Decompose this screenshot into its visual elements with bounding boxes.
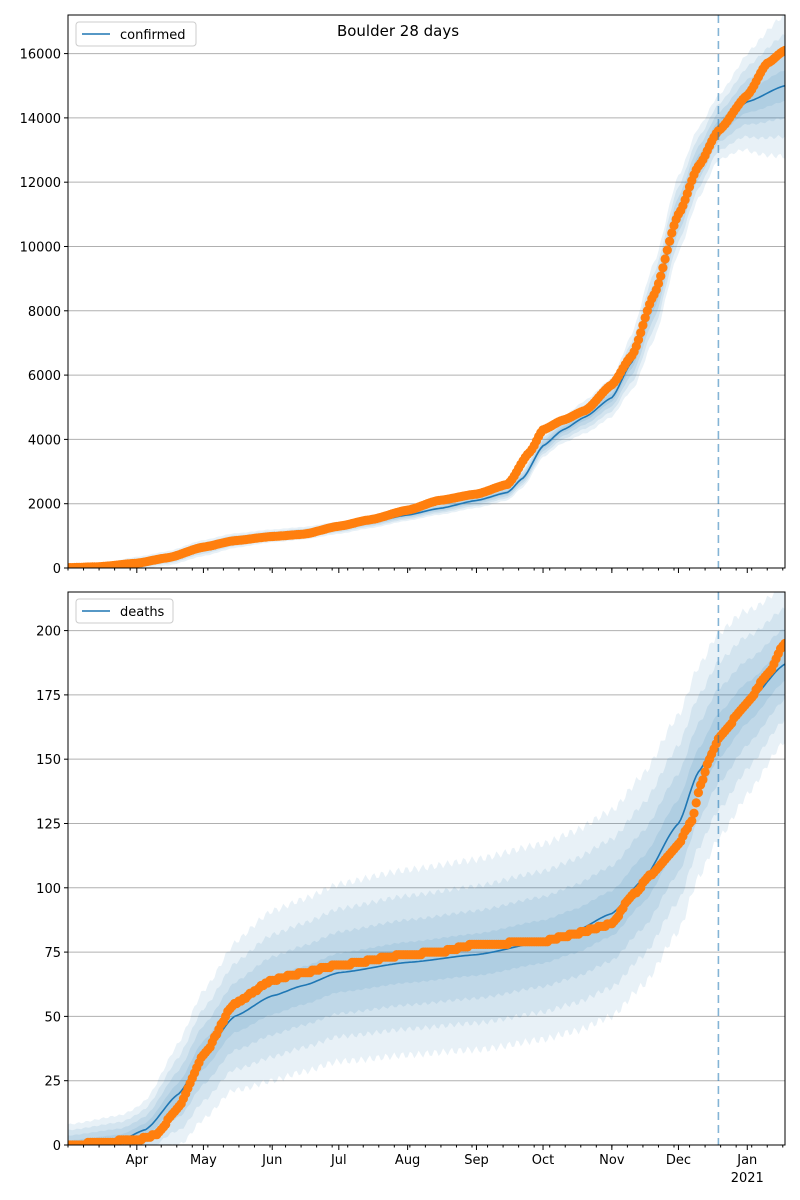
axes-frame <box>67 14 786 569</box>
observed-point <box>653 278 664 289</box>
y-tick-label: 50 <box>44 1010 61 1025</box>
y-tick-label: 175 <box>36 689 61 704</box>
y-tick-label: 0 <box>53 562 61 577</box>
deaths-panel: 0 25 50 75 100 125 150 175 200 Apr May Jun Jul Aug Sep… <box>36 591 786 1186</box>
observed-point <box>656 271 666 281</box>
observed-point <box>633 335 644 345</box>
y-tick-label: 4000 <box>28 433 61 448</box>
y-tick-label: 100 <box>36 882 61 897</box>
y-tick-label: 25 <box>44 1075 61 1090</box>
observed-point <box>665 236 675 246</box>
legend: confirmed <box>75 21 197 47</box>
observed-point <box>693 788 704 798</box>
y-tick-label: 14000 <box>20 112 61 127</box>
observed-point <box>700 767 710 777</box>
y-tick-label: 75 <box>44 946 61 961</box>
x-tick-label: Dec <box>666 1153 691 1168</box>
observed-point <box>780 45 785 55</box>
y-tick-label: 200 <box>36 625 61 640</box>
observed-point <box>687 816 697 826</box>
plot-area <box>68 15 785 568</box>
observed-point <box>658 263 668 273</box>
uncertainty-band <box>68 592 785 1145</box>
y-tick-label: 2000 <box>28 498 61 513</box>
legend: deaths <box>75 598 174 624</box>
y-tick-label: 10000 <box>20 240 61 255</box>
legend-label: deaths <box>120 605 165 620</box>
y-tick-label: 150 <box>36 753 61 768</box>
y-tick-label: 0 <box>53 1139 61 1154</box>
x-tick-label: Oct <box>532 1153 554 1168</box>
uncertainty-band <box>68 70 785 568</box>
observed-point <box>660 254 670 264</box>
observed-point <box>636 328 646 338</box>
x-tick-label: Jan <box>736 1153 757 1168</box>
y-tick-label: 6000 <box>28 369 61 384</box>
x-tick-label: Nov <box>599 1153 625 1168</box>
y-tick-label: 125 <box>36 817 61 832</box>
observed-point <box>662 245 672 255</box>
observed-point <box>640 313 650 323</box>
uncertainty-band <box>68 629 785 1145</box>
observed-point <box>689 808 699 818</box>
legend-box <box>75 21 197 47</box>
observed-point <box>638 320 648 330</box>
y-tick-label: 12000 <box>20 176 61 191</box>
observed-point <box>780 638 785 648</box>
x-tick-label: Sep <box>464 1153 489 1168</box>
x-tick-label: Jun <box>261 1153 282 1168</box>
x-tick-label: Apr <box>126 1153 149 1168</box>
uncertainty-band <box>68 34 785 568</box>
y-tick-label: 8000 <box>28 305 61 320</box>
figure-title: Boulder 28 days <box>337 22 459 40</box>
model-line <box>68 84 785 568</box>
x-year-label: 2021 <box>731 1171 764 1186</box>
observed-point <box>667 228 677 238</box>
uncertainty-band <box>68 15 785 568</box>
plot-area <box>68 592 785 1145</box>
observed-point <box>691 798 701 808</box>
x-tick-label: Aug <box>395 1153 420 1168</box>
legend-label: confirmed <box>120 28 186 43</box>
x-tick-label: May <box>190 1153 217 1168</box>
uncertainty-band <box>68 647 785 1145</box>
x-tick-label: Jul <box>330 1153 347 1168</box>
y-tick-label: 16000 <box>20 48 61 63</box>
observed-point <box>698 775 708 785</box>
legend-box <box>75 598 174 624</box>
confirmed-panel: 0 2000 4000 6000 8000 10000 12000 14000 16000 con… <box>20 14 786 577</box>
axes-frame <box>67 591 786 1146</box>
